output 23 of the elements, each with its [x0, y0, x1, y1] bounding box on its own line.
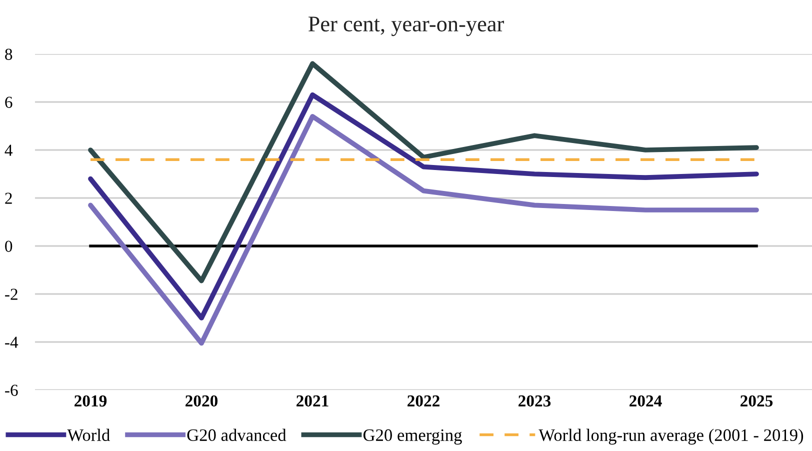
y-tick-label: -2 — [5, 288, 18, 300]
legend-label: World long-run average (2001 - 2019) — [538, 428, 804, 445]
legend-label: G20 emerging — [363, 429, 462, 445]
x-tick-label: 2022 — [408, 395, 440, 407]
x-tick-label: 2025 — [740, 395, 773, 407]
x-tick-label: 2021 — [296, 395, 328, 407]
legend-label: World — [67, 428, 110, 442]
y-tick-label: -4 — [5, 336, 18, 348]
line-series — [88, 92, 759, 320]
y-tick-label: 6 — [5, 96, 12, 108]
legend-label: G20 advanced — [187, 428, 286, 441]
line-series — [88, 114, 759, 346]
chart-title: Per cent, year-on-year — [308, 16, 504, 36]
y-tick-label: 8 — [5, 48, 12, 60]
x-tick-label: 2023 — [518, 395, 551, 407]
x-tick-label: 2020 — [186, 395, 218, 407]
y-tick-label: 2 — [5, 192, 12, 204]
y-tick-label: 0 — [5, 240, 12, 252]
y-tick-label: -6 — [5, 384, 18, 396]
y-tick-label: 4 — [4, 144, 13, 156]
x-tick-label: 2024 — [630, 395, 662, 407]
x-tick-label: 2019 — [74, 395, 107, 407]
line-series — [88, 61, 759, 284]
